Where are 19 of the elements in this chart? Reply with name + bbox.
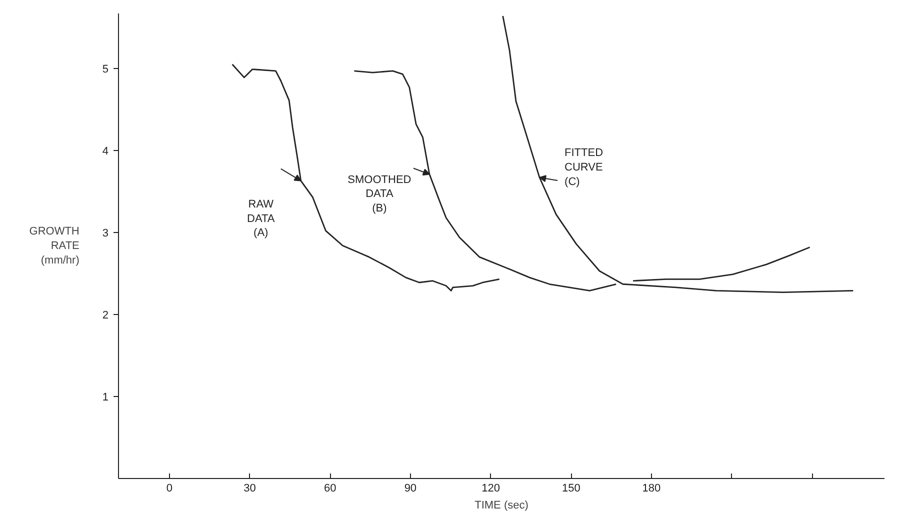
y-tick-label: 5	[102, 63, 109, 76]
x-axis-title: TIME (sec)	[474, 500, 528, 512]
line-series	[502, 15, 854, 294]
y-axis-title: GROWTH RATE (mm/hr)	[29, 226, 80, 266]
y-tick-label: 4	[102, 145, 109, 158]
y-tick-label: 2	[102, 309, 109, 322]
line-series	[232, 64, 500, 292]
annotation: RAW DATA (A)	[247, 198, 276, 240]
x-tick-label: 0	[166, 482, 172, 494]
annotation: FITTED CURVE (C)	[564, 147, 604, 188]
x-tick-label: 30	[244, 482, 256, 494]
x-tick-label: 90	[404, 482, 417, 494]
x-tick-label: 150	[562, 482, 580, 494]
x-tick-label: 120	[482, 482, 500, 494]
y-tick-label: 3	[102, 227, 109, 240]
x-tick-label: 180	[642, 482, 661, 494]
annotation: SMOOTHED DATA (B)	[348, 174, 412, 215]
y-tick-label: 1	[102, 391, 109, 404]
x-tick-label: 60	[324, 482, 336, 494]
